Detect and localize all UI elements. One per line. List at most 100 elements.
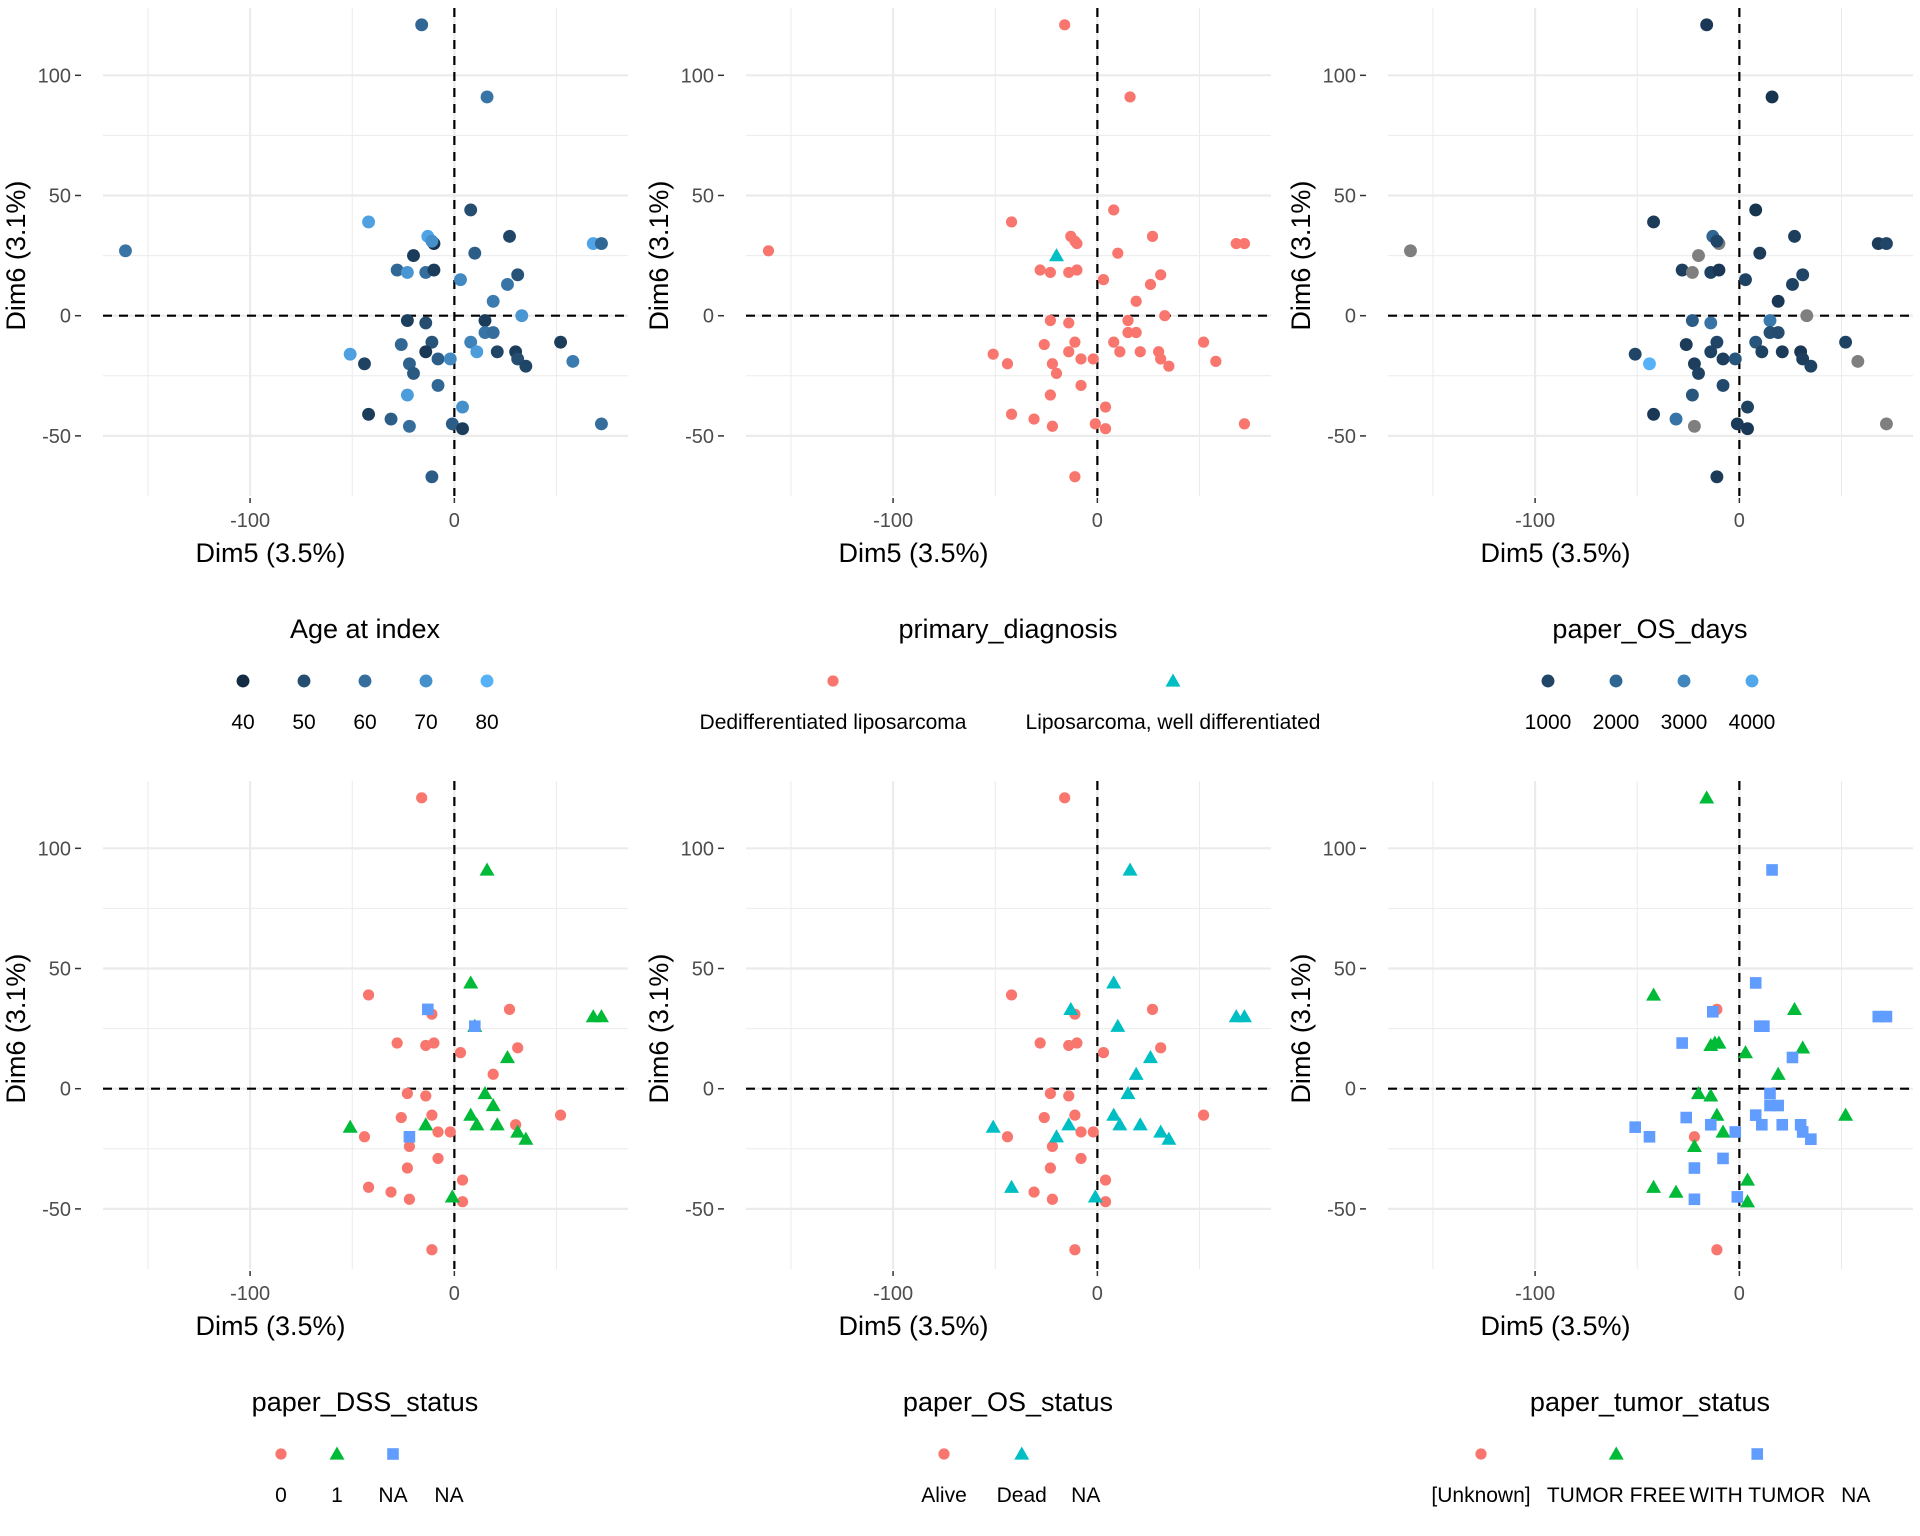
data-point — [1028, 1186, 1040, 1198]
data-point — [519, 359, 533, 373]
data-point — [1753, 246, 1767, 260]
data-point — [985, 1119, 1001, 1133]
data-point — [1038, 338, 1050, 351]
x-tick-label: 0 — [449, 1283, 460, 1305]
data-point — [1044, 314, 1056, 327]
data-point — [468, 246, 482, 260]
data-point — [1796, 268, 1810, 282]
data-point — [1687, 357, 1701, 371]
data-point — [1709, 1107, 1725, 1121]
legend-key — [1609, 674, 1623, 688]
data-point — [1749, 1109, 1762, 1121]
data-point — [511, 268, 525, 282]
data-point — [1763, 314, 1777, 327]
data-point — [593, 1009, 609, 1023]
data-point — [1668, 1184, 1684, 1198]
data-point — [400, 265, 414, 279]
data-point — [499, 1049, 515, 1064]
data-point — [403, 1140, 416, 1152]
data-point — [1005, 989, 1018, 1001]
data-point — [489, 1117, 505, 1131]
data-point — [1776, 1118, 1789, 1131]
data-point — [1692, 249, 1705, 263]
data-point — [1685, 388, 1699, 402]
data-point — [1114, 346, 1126, 358]
data-point — [1728, 352, 1742, 366]
data-point — [987, 348, 999, 360]
data-point — [1707, 1035, 1723, 1049]
data-point — [1800, 309, 1814, 323]
legend-key — [236, 674, 250, 688]
data-point — [1688, 1162, 1701, 1174]
data-point — [1028, 413, 1040, 425]
data-point — [358, 1131, 371, 1143]
panel-3: -50 0 50 100 -100 0 Dim5 (3.5%) Dim6 (3.1%) pape… — [1286, 8, 1913, 734]
data-point — [362, 1181, 375, 1193]
data-point — [1059, 19, 1071, 31]
data-point — [1097, 274, 1110, 286]
legend-title: Age at index — [290, 614, 441, 644]
data-point — [1122, 314, 1134, 327]
data-point — [1643, 357, 1656, 371]
legend-label: 80 — [475, 711, 498, 734]
data-point — [1737, 1045, 1753, 1059]
data-point — [1646, 1179, 1662, 1193]
data-point — [1716, 352, 1730, 366]
data-point — [1755, 345, 1769, 359]
data-point — [1210, 355, 1222, 367]
data-point — [1071, 264, 1083, 276]
data-point — [1049, 248, 1065, 262]
data-point — [1044, 389, 1056, 401]
legend-key — [387, 1448, 399, 1460]
legend-label: Alive — [921, 1484, 967, 1507]
data-point — [1772, 1099, 1784, 1112]
data-point — [456, 1196, 469, 1208]
data-point — [485, 1098, 501, 1112]
legend-label: TUMOR FREE — [1547, 1484, 1686, 1507]
y-tick-label: 100 — [1323, 65, 1356, 87]
data-point — [1712, 263, 1726, 277]
data-point — [1122, 326, 1134, 339]
data-point — [425, 470, 439, 484]
data-point — [1142, 1049, 1158, 1064]
legend-key — [480, 674, 494, 688]
legend-key — [1014, 1446, 1030, 1460]
data-point — [385, 1186, 397, 1198]
data-point — [1106, 1107, 1122, 1121]
data-point — [1839, 335, 1853, 349]
data-point — [1238, 418, 1251, 430]
data-point — [1731, 1191, 1744, 1203]
data-point — [1001, 358, 1014, 370]
y-tick-label: -50 — [42, 1199, 71, 1221]
data-point — [490, 345, 504, 359]
data-point — [427, 263, 441, 277]
y-axis-title: Dim6 (3.1%) — [1, 181, 31, 331]
data-point — [1146, 230, 1159, 242]
y-tick-label: 0 — [60, 1079, 71, 1101]
data-point — [1069, 471, 1081, 483]
data-point — [1788, 229, 1801, 243]
data-point — [1741, 400, 1754, 414]
data-point — [464, 203, 478, 217]
panel-4: -50 0 50 100 -100 0 Dim5 (3.5%) Dim6 (3.1%) pape… — [1, 781, 628, 1507]
y-tick-label: 100 — [38, 838, 71, 860]
data-point — [1099, 1174, 1112, 1186]
data-point — [1112, 1117, 1128, 1131]
data-point — [1099, 401, 1112, 413]
data-point — [1108, 204, 1120, 216]
data-point — [486, 294, 500, 308]
data-point — [403, 1193, 416, 1205]
data-point — [445, 417, 459, 431]
data-point — [554, 1109, 567, 1121]
legend-label: 70 — [414, 711, 437, 734]
data-point — [419, 316, 433, 330]
legend-label: 50 — [292, 711, 315, 734]
legend-title: paper_OS_status — [903, 1387, 1113, 1417]
data-point — [1741, 422, 1754, 436]
legend-label: NA — [378, 1484, 407, 1507]
x-axis-title: Dim5 (3.5%) — [1480, 1311, 1630, 1341]
data-point — [1643, 1130, 1656, 1143]
data-point — [478, 314, 492, 327]
data-point — [1034, 264, 1046, 276]
panel-1: -50 0 50 100 -100 0 Dim5 (3.5%) Dim6 (3.1%) Age … — [1, 8, 628, 734]
